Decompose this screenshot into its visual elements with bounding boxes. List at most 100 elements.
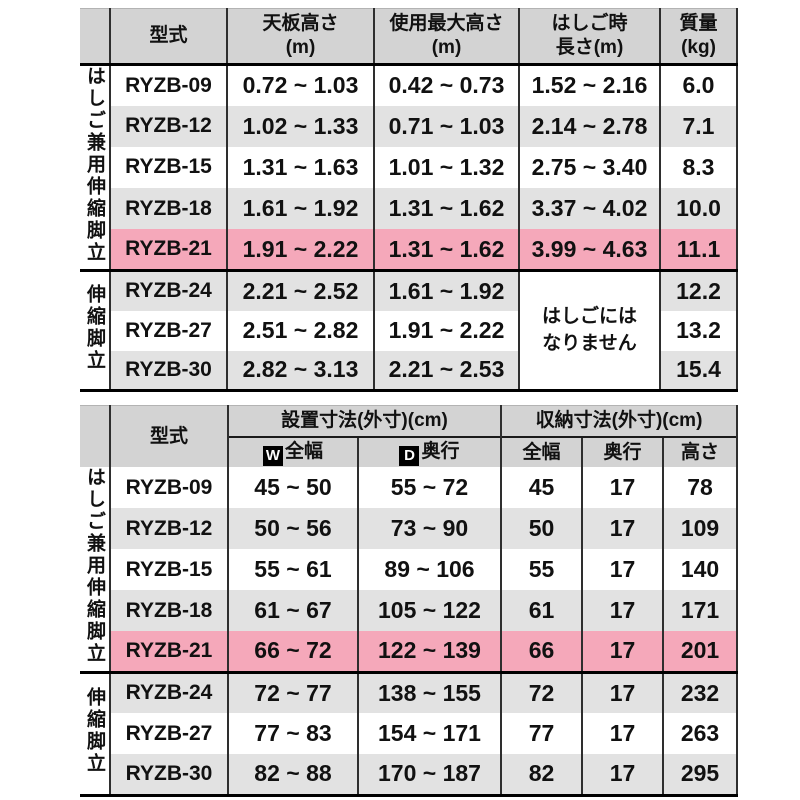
cell-top-height: 1.02 ~ 1.33 [226,105,374,147]
cell-storage-width: 50 [500,508,582,549]
cell-top-height: 2.21 ~ 2.52 [226,269,374,311]
cell-storage-width: 55 [500,549,582,590]
cell-top-height: 1.31 ~ 1.63 [226,146,374,189]
cell-ladder-length: 3.99 ~ 4.63 [518,229,660,271]
cell-max-use-height: 2.21 ~ 2.53 [373,350,519,391]
cell-top-height: 0.72 ~ 1.03 [226,64,374,106]
cell-max-use-height: 1.61 ~ 1.92 [373,269,519,311]
cell-storage-width: 72 [500,670,582,713]
cell-install-depth: 105 ~ 122 [357,590,501,631]
cell-install-width: 72 ~ 77 [227,670,358,713]
cell-storage-depth: 17 [581,590,663,631]
cell-model: RYZB-27 [109,713,228,754]
cell-model: RYZB-21 [109,229,227,271]
table-row: RYZB-30 82 ~ 88 170 ~ 187 82 17 295 [80,754,739,795]
cell-mass: 8.3 [659,146,738,189]
cell-install-width: 77 ~ 83 [227,713,358,754]
column-header-max-use-height: 使用最大高さ (m) [373,8,519,66]
cell-mass: 10.0 [659,188,738,230]
cell-model: RYZB-24 [109,670,228,713]
cell-top-height: 2.82 ~ 3.13 [226,350,374,391]
cell-ladder-length: 3.37 ~ 4.02 [518,188,660,230]
column-header-storage-height: 高さ [661,436,739,467]
table-row: はしご兼用伸縮脚立 RYZB-09 45 ~ 50 55 ~ 72 45 17 … [80,467,739,672]
cell-install-width: 55 ~ 61 [227,549,358,590]
cell-storage-width: 77 [500,713,582,754]
spec-table-dimensions: 型式 設置寸法(外寸)(cm) 収納寸法(外寸)(cm) W 全幅 D 奥行 全幅 … [80,405,739,797]
cell-storage-height: 295 [661,754,739,795]
cell-install-depth: 89 ~ 106 [357,549,501,590]
cell-mass: 13.2 [659,310,738,351]
cell-install-depth: 138 ~ 155 [357,670,501,713]
cell-model: RYZB-21 [109,631,228,672]
table-row-highlighted: RYZB-21 1.91 ~ 2.22 1.31 ~ 1.62 3.99 ~ 4… [80,229,738,271]
cell-storage-width: 61 [500,590,582,631]
table-row: RYZB-27 77 ~ 83 154 ~ 171 77 17 263 [80,713,739,754]
column-header-storage-depth: 奥行 [581,436,663,467]
cell-install-depth: 122 ~ 139 [357,631,501,672]
cell-install-depth: 73 ~ 90 [357,508,501,549]
cell-storage-width: 82 [500,754,582,795]
cell-install-depth: 154 ~ 171 [357,713,501,754]
cell-storage-height: 140 [661,549,739,590]
cell-mass: 7.1 [659,105,738,147]
column-header-ladder-length: はしご時 長さ(m) [518,8,660,66]
cell-model: RYZB-27 [109,310,227,351]
cell-max-use-height: 0.42 ~ 0.73 [373,64,519,106]
cell-storage-height: 201 [661,631,739,672]
cell-storage-depth: 17 [581,549,663,590]
cell-storage-depth: 17 [581,670,663,713]
cell-max-use-height: 1.01 ~ 1.32 [373,146,519,189]
table-row: RYZB-12 1.02 ~ 1.33 0.71 ~ 1.03 2.14 ~ 2… [80,105,738,147]
depth-icon: D [399,445,420,466]
cell-model: RYZB-12 [109,105,227,147]
cell-max-use-height: 1.91 ~ 2.22 [373,310,519,351]
cell-storage-depth: 17 [581,467,663,508]
cell-install-width: 82 ~ 88 [227,754,358,795]
spec-table-heights: 型式 天板高さ (m) 使用最大高さ (m) はしご時 長さ(m) 質量 (kg… [80,8,738,392]
cell-model: RYZB-09 [109,64,227,106]
table2-header-row-sub: W 全幅 D 奥行 全幅 奥行 高さ [80,436,739,467]
cell-storage-width: 66 [500,631,582,672]
group-label-ladder-stepladder: はしご兼用伸縮脚立 [80,64,110,271]
column-header-model: 型式 [109,405,228,467]
column-header-model: 型式 [109,8,227,66]
cell-install-width: 50 ~ 56 [227,508,358,549]
width-icon: W [262,445,283,466]
table-row: RYZB-30 2.82 ~ 3.13 2.21 ~ 2.53 15.4 [80,350,738,391]
cell-storage-depth: 17 [581,713,663,754]
column-header-top-height: 天板高さ (m) [226,8,374,66]
cell-model: RYZB-15 [109,549,228,590]
table-row-highlighted: RYZB-21 66 ~ 72 122 ~ 139 66 17 201 [80,631,739,672]
cell-model: RYZB-09 [109,467,228,508]
group-label-ladder-stepladder: はしご兼用伸縮脚立 [80,467,110,672]
cell-storage-height: 263 [661,713,739,754]
cell-model: RYZB-30 [109,754,228,795]
cell-ladder-length: 1.52 ~ 2.16 [518,64,660,106]
corner-cell [80,8,110,66]
table-row: はしご兼用伸縮脚立 RYZB-09 0.72 ~ 1.03 0.42 ~ 0.7… [80,64,738,271]
cell-model: RYZB-12 [109,508,228,549]
cell-storage-height: 109 [661,508,739,549]
cell-model: RYZB-30 [109,350,227,391]
table-row: RYZB-15 1.31 ~ 1.63 1.01 ~ 1.32 2.75 ~ 3… [80,146,738,189]
cell-model: RYZB-18 [109,590,228,631]
cell-mass: 11.1 [659,229,738,271]
table-row: RYZB-27 2.51 ~ 2.82 1.91 ~ 2.22 13.2 [80,310,738,351]
cell-storage-width: 45 [500,467,582,508]
cell-top-height: 1.61 ~ 1.92 [226,188,374,230]
table2-header-row-groups: 型式 設置寸法(外寸)(cm) 収納寸法(外寸)(cm) [80,405,739,467]
column-header-install-depth: D 奥行 [357,436,501,467]
cell-install-width: 66 ~ 72 [227,631,358,672]
table-row: 伸縮脚立 RYZB-24 2.21 ~ 2.52 1.61 ~ 1.92 はしご… [80,269,738,391]
cell-storage-depth: 17 [581,631,663,672]
cell-install-width: 45 ~ 50 [227,467,358,508]
table-row: RYZB-18 61 ~ 67 105 ~ 122 61 17 171 [80,590,739,631]
column-group-install-dimensions: 設置寸法(外寸)(cm) [227,405,501,437]
column-header-mass: 質量 (kg) [659,8,738,66]
column-header-storage-width: 全幅 [500,436,582,467]
cell-max-use-height: 1.31 ~ 1.62 [373,229,519,271]
cell-mass: 6.0 [659,64,738,106]
cell-mass: 15.4 [659,350,738,391]
